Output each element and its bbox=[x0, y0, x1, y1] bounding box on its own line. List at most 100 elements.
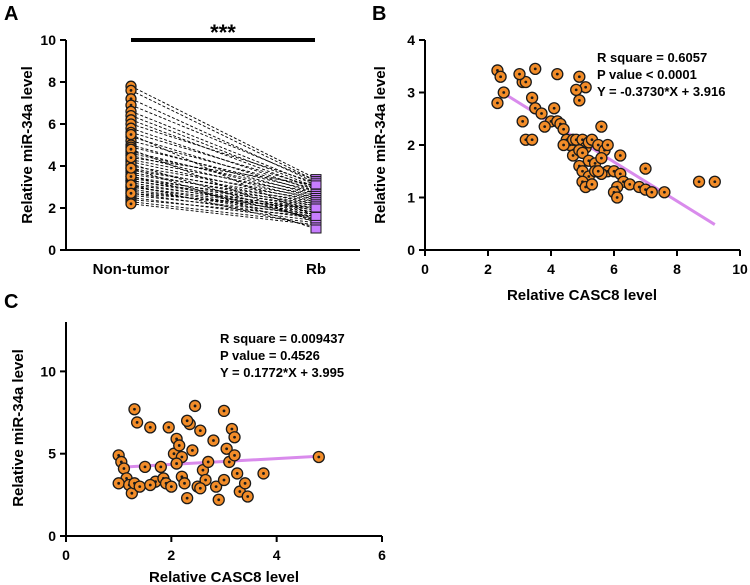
panel-c-point-center bbox=[148, 483, 152, 487]
panel-c-point-center bbox=[317, 455, 321, 459]
panel-b-point-center bbox=[600, 125, 603, 129]
panel-b-point-center bbox=[581, 151, 584, 155]
panel-a-pair-line bbox=[130, 89, 317, 182]
panel-b-ytick-label: 2 bbox=[407, 137, 415, 153]
panel-b-point-center bbox=[663, 190, 666, 194]
panel-b-ytick-label: 1 bbox=[407, 190, 415, 206]
panel-c-point-center bbox=[225, 447, 229, 451]
panel-b-point-center bbox=[521, 119, 525, 123]
panel-a: A 0 2 4 6 8 10 Non-tumor Rb Relative miR-34a … bbox=[4, 3, 360, 278]
panel-a-pair-line bbox=[130, 157, 317, 186]
panel-a-non-tumor-point-center bbox=[129, 156, 133, 160]
panel-a-rb-point bbox=[310, 211, 322, 221]
panel-c: C 0 5 10 0 2 4 6 Relative CASC8 level Relative… bbox=[4, 291, 386, 585]
panel-a-non-tumor-point-center bbox=[129, 183, 133, 187]
panel-c-point-center bbox=[262, 472, 265, 475]
panel-b-y-label: Relative miR-34a level bbox=[372, 66, 389, 224]
panel-a-pair-line bbox=[130, 180, 317, 207]
panel-c-point-center bbox=[233, 435, 236, 439]
panel-c-point-center bbox=[175, 437, 179, 441]
panel-b-point-center bbox=[606, 143, 610, 147]
panel-b-points bbox=[491, 62, 721, 204]
panel-b-xtick-label: 2 bbox=[484, 261, 492, 277]
panel-b-stat-equation: Y = -0.3730*X + 3.916 bbox=[597, 84, 725, 99]
panel-a-rb-point bbox=[310, 224, 322, 234]
panel-c-point-center bbox=[180, 475, 184, 479]
panel-a-cat-rb: Rb bbox=[306, 261, 326, 278]
panel-c-point-center bbox=[198, 486, 202, 490]
panel-b-point-center bbox=[581, 169, 584, 173]
panel-b-point-center bbox=[540, 112, 543, 115]
panel-a-pair-line bbox=[130, 180, 317, 211]
panel-b-point-center bbox=[590, 138, 594, 142]
panel-c-stat-equation: Y = 0.1772*X + 3.995 bbox=[220, 365, 344, 380]
panel-b-point-center bbox=[562, 127, 565, 131]
panel-b-point-center bbox=[697, 180, 701, 184]
panel-a-pair-line bbox=[130, 155, 317, 201]
panel-c-point-center bbox=[217, 498, 221, 502]
panel-b-point-center bbox=[524, 80, 528, 84]
panel-c-point-center bbox=[193, 404, 197, 408]
panel-c-letter: C bbox=[4, 291, 18, 313]
panel-c-point-center bbox=[183, 481, 186, 485]
panel-b-point-center bbox=[518, 72, 521, 76]
panel-a-pair-line bbox=[130, 169, 317, 201]
panel-a-rb-point bbox=[310, 203, 322, 213]
panel-c-point-center bbox=[238, 490, 242, 493]
panel-c-point-center bbox=[119, 460, 123, 464]
panel-c-point-center bbox=[214, 485, 218, 489]
panel-c-ticks: 0 5 10 0 2 4 6 bbox=[40, 363, 386, 563]
panel-b-point-center bbox=[600, 156, 603, 160]
panel-a-ytick-label: 2 bbox=[48, 200, 56, 216]
panel-a-cat-non-tumor: Non-tumor bbox=[93, 261, 170, 278]
panel-c-point-center bbox=[185, 496, 189, 500]
panel-b-point-center bbox=[628, 182, 632, 186]
panel-a-significance: *** bbox=[210, 20, 236, 45]
panel-c-fit bbox=[118, 454, 319, 469]
panel-c-point-center bbox=[222, 478, 226, 482]
panel-c-fit-line bbox=[118, 454, 319, 469]
panel-a-pair-line bbox=[130, 85, 317, 180]
panel-b-ytick-label: 0 bbox=[407, 242, 415, 258]
panel-a-pair-line bbox=[130, 176, 317, 209]
panel-c-point-center bbox=[148, 425, 152, 429]
panel-c-point-center bbox=[169, 485, 173, 489]
panel-b-point-center bbox=[644, 167, 647, 171]
panel-a-non-tumor-point-center bbox=[129, 147, 133, 151]
panel-b-ytick-label: 4 bbox=[407, 32, 415, 48]
panel-a-pair-line bbox=[130, 167, 317, 230]
panel-a-pair-line bbox=[130, 203, 317, 226]
panel-a-pair-line bbox=[130, 186, 317, 211]
panel-b-point-center bbox=[496, 101, 499, 105]
panel-a-pair-line bbox=[130, 192, 317, 209]
panel-c-xtick-label: 2 bbox=[167, 547, 175, 563]
panel-b-point-center bbox=[543, 125, 547, 129]
panel-c-xtick-label: 0 bbox=[62, 547, 70, 563]
panel-a-pair-line bbox=[130, 140, 317, 190]
panel-c-xtick-label: 6 bbox=[378, 547, 386, 563]
panel-a-pair-line bbox=[130, 119, 317, 190]
panel-c-point-center bbox=[227, 460, 231, 464]
panel-a-non-tumor-point-center bbox=[129, 166, 133, 170]
panel-a-non-tumor-point-center bbox=[129, 202, 133, 206]
panel-b-point-center bbox=[552, 106, 556, 110]
panel-c-x-label: Relative CASC8 level bbox=[149, 569, 299, 585]
panel-a-pair-line bbox=[130, 148, 317, 224]
panel-a-ytick-label: 6 bbox=[48, 116, 56, 132]
panel-c-point-center bbox=[177, 444, 181, 447]
panel-c-point-center bbox=[117, 481, 121, 485]
panel-c-point-center bbox=[204, 478, 207, 482]
panel-a-pair-line bbox=[130, 178, 317, 205]
panel-b-xtick-label: 8 bbox=[673, 261, 681, 277]
panel-c-point-center bbox=[222, 409, 226, 413]
panel-c-point-center bbox=[117, 453, 121, 457]
panel-c-point-center bbox=[122, 467, 126, 470]
panel-c-ytick-label: 0 bbox=[48, 528, 56, 544]
panel-b-point-center bbox=[618, 172, 622, 176]
panel-c-point-center bbox=[230, 427, 234, 431]
panel-b-point-center bbox=[533, 67, 537, 71]
panel-a-y-label: Relative miR-34a level bbox=[19, 66, 36, 224]
panel-a-pair-line bbox=[130, 176, 317, 219]
panel-b-point-center bbox=[577, 75, 581, 79]
panel-a-ytick-label: 4 bbox=[48, 158, 56, 174]
